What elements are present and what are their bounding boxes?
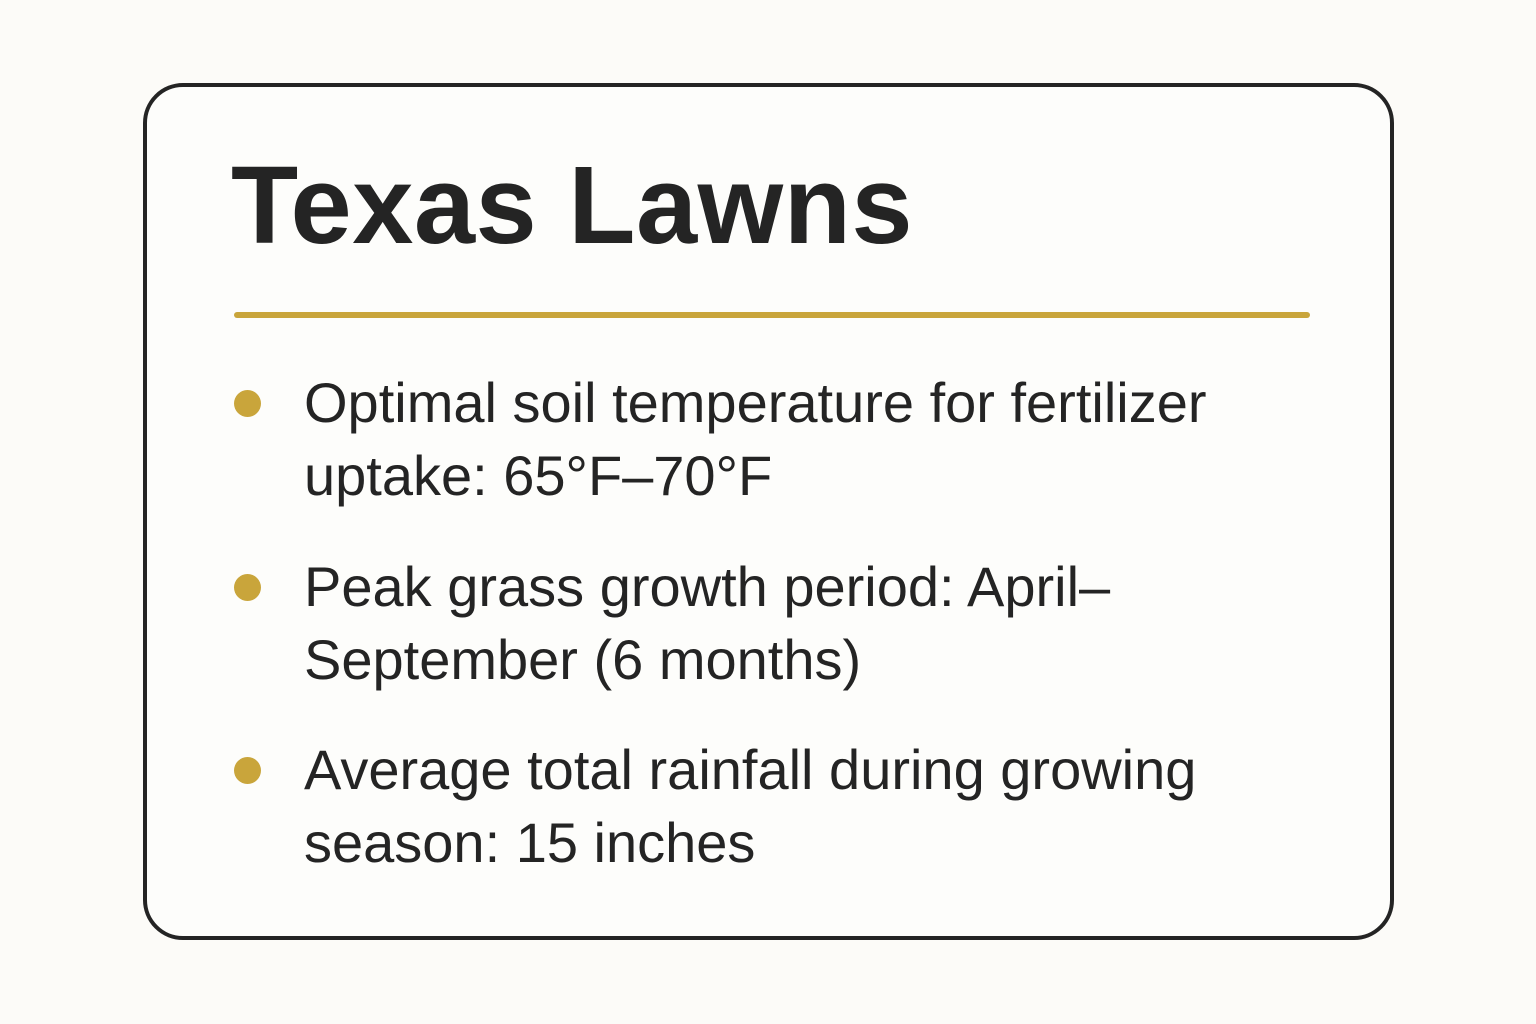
info-card: Texas Lawns Optimal soil temperature for… — [143, 83, 1394, 940]
bullet-dot-icon — [234, 757, 261, 784]
bullet-dot-icon — [234, 574, 261, 601]
title-divider — [234, 312, 1310, 318]
card-title: Texas Lawns — [231, 144, 914, 267]
fact-text: Optimal soil temperature for fertilizer … — [304, 371, 1207, 507]
fact-text: Average total rainfall during growing se… — [304, 738, 1197, 874]
bullet-dot-icon — [234, 390, 261, 417]
fact-text: Peak grass growth period: April–Septembe… — [304, 555, 1111, 691]
